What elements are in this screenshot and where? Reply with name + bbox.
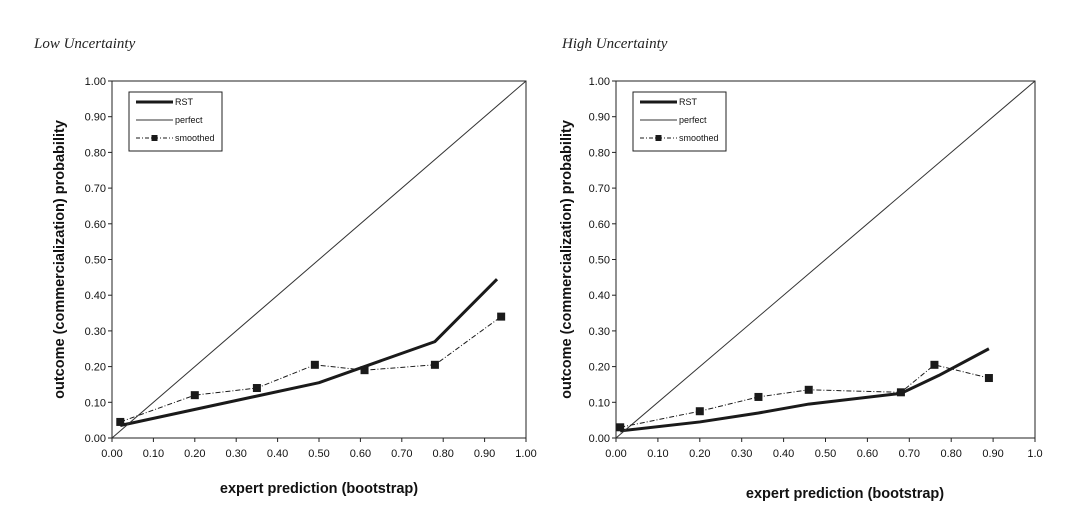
legend-label-perfect: perfect bbox=[679, 115, 707, 125]
series-point-smoothed bbox=[984, 374, 993, 383]
legend-label-rst: RST bbox=[679, 97, 698, 107]
series-point-smoothed bbox=[804, 385, 813, 394]
legend-label-smoothed: smoothed bbox=[679, 133, 719, 143]
y-tick-label: 1.00 bbox=[85, 76, 106, 88]
series-point-smoothed bbox=[930, 360, 939, 369]
x-tick-label: 0.40 bbox=[267, 448, 288, 460]
x-tick-label: 0.30 bbox=[731, 448, 752, 460]
legend-marker-smoothed bbox=[655, 135, 662, 141]
legend-label-rst: RST bbox=[175, 97, 194, 107]
series-point-smoothed bbox=[360, 366, 369, 375]
x-tick-label: 0.20 bbox=[689, 448, 710, 460]
y-tick-label: 0.30 bbox=[85, 326, 106, 338]
x-tick-label: 1.0 bbox=[1027, 448, 1042, 460]
series-point-smoothed bbox=[310, 360, 319, 369]
x-tick-label: 1.00 bbox=[515, 448, 536, 460]
y-tick-label: 0.90 bbox=[85, 112, 106, 124]
series-point-smoothed bbox=[695, 407, 704, 416]
series-point-smoothed bbox=[754, 392, 763, 401]
series-line-rst bbox=[119, 278, 499, 427]
chart-title: High Uncertainty bbox=[562, 36, 668, 52]
x-tick-label: 0.90 bbox=[982, 448, 1003, 460]
x-tick-label: 0.30 bbox=[225, 448, 246, 460]
x-tick-label: 0.90 bbox=[474, 448, 495, 460]
x-axis-label: expert prediction (bootstrap) bbox=[746, 486, 944, 502]
series-line-perfect bbox=[615, 80, 1036, 439]
series-point-smoothed bbox=[430, 360, 439, 369]
x-tick-label: 0.80 bbox=[432, 448, 453, 460]
x-tick-label: 0.50 bbox=[308, 448, 329, 460]
y-tick-label: 0.80 bbox=[589, 147, 610, 159]
chart-title: Low Uncertainty bbox=[34, 36, 136, 52]
y-tick-label: 0.00 bbox=[589, 433, 610, 445]
y-tick-label: 1.00 bbox=[589, 76, 610, 88]
legend-label-smoothed: smoothed bbox=[175, 133, 215, 143]
chart-panel-low-uncertainty: Low Uncertainty 0.00 0.10 0.20 0.30 0.40 0.50… bbox=[34, 36, 537, 497]
x-tick-label: 0.00 bbox=[101, 448, 122, 460]
series-point-smoothed bbox=[616, 423, 625, 432]
y-tick-label: 0.20 bbox=[85, 362, 106, 374]
y-axis-label: outcome (commercialization) probability bbox=[52, 120, 68, 399]
x-tick-label: 0.50 bbox=[815, 448, 836, 460]
y-axis-label: outcome (commercialization) probability bbox=[559, 120, 575, 399]
x-tick-label: 0.70 bbox=[899, 448, 920, 460]
y-tick-label: 0.00 bbox=[85, 433, 106, 445]
x-tick-label: 0.60 bbox=[857, 448, 878, 460]
series-line-smoothed bbox=[620, 364, 990, 428]
y-tick-label: 0.50 bbox=[85, 255, 106, 267]
series-point-smoothed bbox=[190, 391, 199, 400]
x-tick-label: 0.80 bbox=[940, 448, 961, 460]
series-line-perfect bbox=[111, 80, 527, 439]
y-tick-label: 0.70 bbox=[85, 183, 106, 195]
series-point-smoothed bbox=[116, 417, 125, 426]
x-axis-label: expert prediction (bootstrap) bbox=[220, 481, 418, 497]
series-point-smoothed bbox=[252, 384, 261, 393]
x-tick-label: 0.10 bbox=[647, 448, 668, 460]
y-tick-label: 0.10 bbox=[589, 397, 610, 409]
y-tick-label: 0.90 bbox=[589, 112, 610, 124]
y-tick-label: 0.70 bbox=[589, 183, 610, 195]
y-tick-label: 0.40 bbox=[85, 290, 106, 302]
y-tick-label: 0.60 bbox=[85, 219, 106, 231]
x-tick-label: 0.60 bbox=[350, 448, 371, 460]
x-tick-label: 0.10 bbox=[143, 448, 164, 460]
x-tick-label: 0.00 bbox=[605, 448, 626, 460]
x-tick-label: 0.20 bbox=[184, 448, 205, 460]
x-tick-label: 0.70 bbox=[391, 448, 412, 460]
y-tick-label: 0.50 bbox=[589, 255, 610, 267]
y-tick-label: 0.10 bbox=[85, 397, 106, 409]
series-line-rst bbox=[620, 347, 990, 433]
chart-panel-high-uncertainty: High Uncertainty 0.00 0.10 0.20 0.30 0.40 0.5… bbox=[540, 0, 1080, 525]
chart-svg-low-uncertainty: 0.00 0.10 0.20 0.30 0.40 0.50 0.60 0.70 0.80 0.90… bbox=[52, 76, 537, 497]
y-tick-label: 0.60 bbox=[589, 219, 610, 231]
legend-label-perfect: perfect bbox=[175, 115, 203, 125]
y-tick-label: 0.30 bbox=[589, 326, 610, 338]
series-point-smoothed bbox=[896, 388, 905, 397]
y-tick-label: 0.80 bbox=[85, 147, 106, 159]
legend-marker-smoothed bbox=[151, 135, 158, 141]
chart-svg-high-uncertainty: 0.00 0.10 0.20 0.30 0.40 0.50 0.60 0.70 0.80 0.90… bbox=[559, 76, 1043, 502]
x-tick-label: 0.40 bbox=[773, 448, 794, 460]
y-tick-label: 0.40 bbox=[589, 290, 610, 302]
y-tick-label: 0.20 bbox=[589, 362, 610, 374]
series-point-smoothed bbox=[497, 312, 506, 321]
